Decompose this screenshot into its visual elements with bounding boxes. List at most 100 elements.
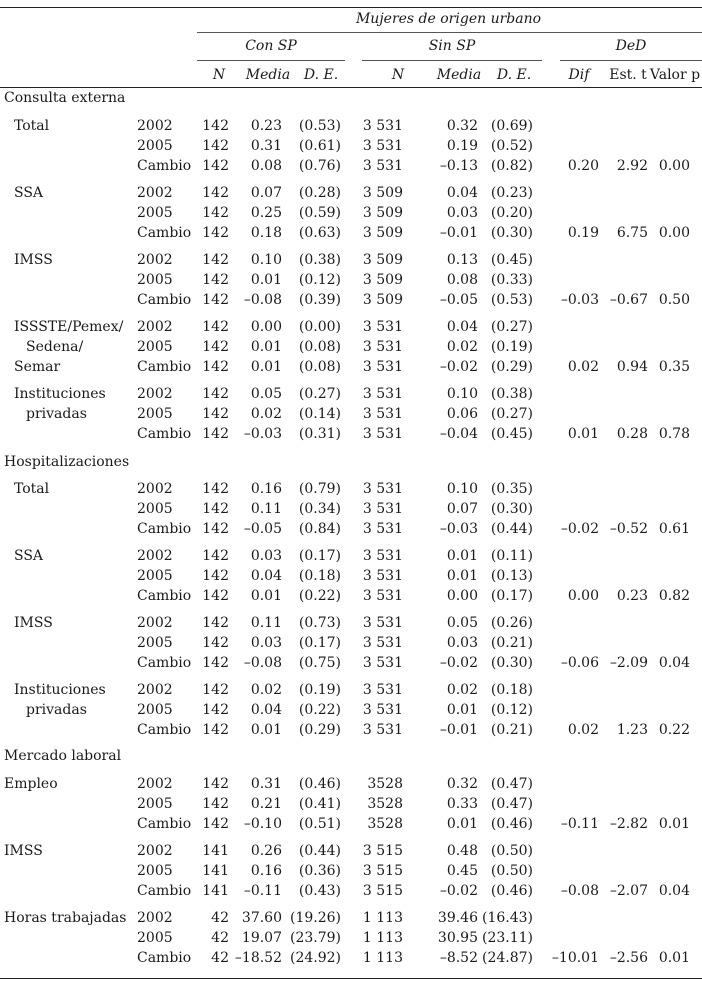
column-header: Dif [568, 67, 590, 83]
table-cell: 142 [202, 185, 229, 201]
column-header: N [391, 67, 405, 83]
table-cell: 3 531 [362, 702, 403, 718]
table-cell: (0.53) [298, 118, 341, 134]
table-cell: (0.59) [298, 205, 341, 221]
table-cell: (0.34) [298, 501, 341, 517]
table-cell: (0.47) [490, 776, 533, 792]
row-period: 2005 [137, 635, 173, 651]
table-cell: 142 [202, 655, 229, 671]
table-cell: –0.11 [560, 816, 599, 832]
row-label: privadas [26, 702, 87, 718]
table-cell: (0.76) [298, 158, 341, 174]
row-period: Cambio [137, 655, 192, 671]
table-cell: 142 [202, 406, 229, 422]
table-cell: 0.21 [250, 796, 282, 812]
table-cell: 3 531 [362, 138, 403, 154]
table-cell: –0.02 [439, 655, 478, 671]
table-cell: (0.28) [298, 185, 341, 201]
table-cell: (0.12) [490, 702, 533, 718]
row-label: ISSSTE/Pemex/ [14, 319, 124, 335]
column-header: Media [436, 67, 482, 83]
row-period: 2005 [137, 406, 173, 422]
table-cell: –2.56 [609, 950, 648, 966]
row-label: IMSS [4, 843, 43, 859]
table-cell: 3 531 [362, 158, 403, 174]
table-cell: 3 515 [362, 843, 403, 859]
table-cell: 0.04 [446, 319, 478, 335]
table-cell: (0.20) [490, 205, 533, 221]
table-cell: 0.04 [658, 655, 690, 671]
table-cell: 0.04 [250, 702, 282, 718]
table-cell: 3 531 [362, 521, 403, 537]
table-cell: (0.46) [490, 816, 533, 832]
table-cell: 30.95 [437, 930, 478, 946]
row-period: 2005 [137, 863, 173, 879]
table-cell: 0.18 [250, 225, 282, 241]
table-cell: 0.32 [446, 776, 478, 792]
table-cell: (0.50) [490, 843, 533, 859]
row-label: SSA [14, 185, 44, 201]
table-cell: 39.46 [437, 910, 478, 926]
row-period: 2005 [137, 205, 173, 221]
table-cell: (24.92) [289, 950, 341, 966]
row-period: 2002 [137, 386, 173, 402]
table-cell: 0.82 [658, 588, 690, 604]
table-cell: 3 531 [362, 319, 403, 335]
table-cell: 0.01 [250, 588, 282, 604]
group-header-sin-sp: Sin SP [428, 38, 476, 54]
table-cell: 0.04 [250, 568, 282, 584]
table-cell: 0.01 [446, 816, 478, 832]
table-cell: 142 [202, 225, 229, 241]
row-period: 2002 [137, 843, 173, 859]
table-cell: 3 509 [362, 252, 403, 268]
table-cell: (0.50) [490, 863, 533, 879]
row-period: 2005 [137, 568, 173, 584]
table-cell: 0.26 [250, 843, 282, 859]
table-cell: (0.12) [298, 272, 341, 288]
table-cell: 142 [202, 481, 229, 497]
table-cell: 142 [202, 118, 229, 134]
table-cell: 0.01 [250, 272, 282, 288]
table-cell: 141 [202, 883, 229, 899]
table-cell: 0.45 [446, 863, 478, 879]
table-cell: 142 [202, 548, 229, 564]
table-cell: (0.69) [490, 118, 533, 134]
table-cell: 3 531 [362, 548, 403, 564]
table-cell: (0.19) [490, 339, 533, 355]
table-cell: 0.16 [250, 481, 282, 497]
row-label: IMSS [14, 615, 53, 631]
table-cell: 0.00 [446, 588, 478, 604]
table-cell: 142 [202, 722, 229, 738]
table-cell: –0.03 [243, 426, 282, 442]
column-header: Valor p [649, 67, 701, 83]
table-cell: (0.38) [298, 252, 341, 268]
bottom-rule [0, 978, 702, 979]
super-header-rule [197, 32, 702, 33]
row-period: 2005 [137, 339, 173, 355]
table-cell: 0.48 [446, 843, 478, 859]
table-cell: –0.03 [560, 292, 599, 308]
table-cell: (0.29) [298, 722, 341, 738]
table-cell: 0.00 [658, 225, 690, 241]
table-cell: 3 509 [362, 292, 403, 308]
table-cell: –2.09 [609, 655, 648, 671]
row-label: Instituciones [14, 682, 106, 698]
table-cell: 142 [202, 359, 229, 375]
table-cell: (0.45) [490, 252, 533, 268]
table-cell: –0.05 [243, 521, 282, 537]
table-cell: 0.11 [250, 501, 282, 517]
table-cell: (23.11) [481, 930, 533, 946]
table-cell: (0.73) [298, 615, 341, 631]
group-rule-ded [560, 60, 702, 61]
table-cell: 3 509 [362, 185, 403, 201]
table-cell: –0.08 [243, 655, 282, 671]
table-cell: 142 [202, 252, 229, 268]
row-period: 2005 [137, 930, 173, 946]
table-cell: 0.10 [446, 386, 478, 402]
table-cell: 0.28 [616, 426, 648, 442]
table-cell: 142 [202, 386, 229, 402]
table-cell: 42 [211, 910, 229, 926]
table-cell: (0.46) [490, 883, 533, 899]
table-cell: 0.11 [250, 615, 282, 631]
table-cell: –8.52 [439, 950, 478, 966]
